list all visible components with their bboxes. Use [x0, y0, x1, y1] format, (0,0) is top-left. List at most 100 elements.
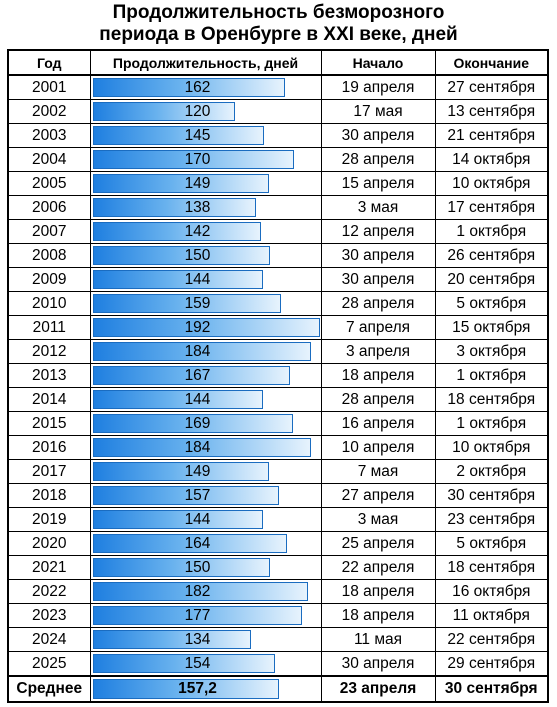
average-end: 30 сентября [434, 675, 549, 703]
end-date-cell: 17 сентября [434, 195, 549, 220]
table-row: 2015 169 16 апреля 1 октября [7, 411, 549, 436]
year-cell: 2018 [7, 483, 91, 508]
table-row: 2006 138 3 мая 17 сентября [7, 195, 549, 220]
table-row: 2023 177 18 апреля 11 октября [7, 603, 549, 628]
title-line-1: Продолжительность безморозного [112, 2, 445, 23]
duration-bar [92, 126, 264, 145]
year-cell: 2009 [7, 267, 91, 292]
end-date-cell: 1 октября [434, 363, 549, 388]
duration-cell: 149 [89, 171, 322, 196]
duration-value: 154 [184, 654, 211, 672]
end-date-cell: 23 сентября [434, 507, 549, 532]
start-date-cell: 30 апреля [320, 243, 436, 268]
header-end: Окончание [434, 49, 549, 76]
duration-value: 159 [184, 294, 211, 312]
duration-cell: 120 [89, 99, 322, 124]
duration-value: 150 [184, 558, 211, 576]
frost-free-table: Год Продолжительность, дней Начало Оконч… [7, 49, 549, 703]
end-date-cell: 1 октября [434, 219, 549, 244]
duration-bar [92, 294, 281, 313]
duration-cell: 142 [89, 219, 322, 244]
duration-bar [92, 150, 294, 169]
start-date-cell: 22 апреля [320, 555, 436, 580]
duration-cell: 182 [89, 579, 322, 604]
duration-bar [92, 246, 270, 265]
table-row: 2024 134 11 мая 22 сентября [7, 627, 549, 652]
end-date-cell: 5 октября [434, 531, 549, 556]
year-cell: 2021 [7, 555, 91, 580]
start-date-cell: 10 апреля [320, 435, 436, 460]
duration-bar [92, 486, 279, 505]
duration-value: 138 [184, 198, 211, 216]
duration-bar [92, 222, 261, 241]
duration-value: 145 [184, 126, 211, 144]
start-date-cell: 15 апреля [320, 171, 436, 196]
year-cell: 2003 [7, 123, 91, 148]
duration-bar [92, 78, 285, 97]
start-date-cell: 19 апреля [320, 74, 436, 100]
duration-cell: 154 [89, 651, 322, 677]
duration-value: 149 [184, 462, 211, 480]
header-start: Начало [320, 49, 436, 76]
duration-cell: 164 [89, 531, 322, 556]
table-row: 2014 144 28 апреля 18 сентября [7, 387, 549, 412]
year-cell: 2023 [7, 603, 91, 628]
duration-value: 164 [184, 534, 211, 552]
duration-value: 134 [184, 630, 211, 648]
table-row: 2016 184 10 апреля 10 октября [7, 435, 549, 460]
year-cell: 2012 [7, 339, 91, 364]
duration-bar [92, 390, 263, 409]
table-row: 2004 170 28 апреля 14 октября [7, 147, 549, 172]
header-duration: Продолжительность, дней [89, 49, 322, 76]
duration-bar [92, 342, 311, 361]
end-date-cell: 22 сентября [434, 627, 549, 652]
duration-bar [92, 582, 308, 601]
start-date-cell: 16 апреля [320, 411, 436, 436]
table-row: 2008 150 30 апреля 26 сентября [7, 243, 549, 268]
start-date-cell: 27 апреля [320, 483, 436, 508]
duration-value: 170 [184, 150, 211, 168]
year-cell: 2015 [7, 411, 91, 436]
end-date-cell: 30 сентября [434, 483, 549, 508]
duration-bar [92, 318, 320, 337]
header-year: Год [7, 49, 91, 76]
table-row: 2009 144 30 апреля 20 сентября [7, 267, 549, 292]
duration-cell: 150 [89, 243, 322, 268]
duration-cell: 167 [89, 363, 322, 388]
year-cell: 2013 [7, 363, 91, 388]
header-row: Год Продолжительность, дней Начало Оконч… [7, 49, 549, 76]
table-row: 2021 150 22 апреля 18 сентября [7, 555, 549, 580]
table-row: 2003 145 30 апреля 21 сентября [7, 123, 549, 148]
duration-value: 144 [184, 390, 211, 408]
end-date-cell: 15 октября [434, 315, 549, 340]
duration-cell: 177 [89, 603, 322, 628]
year-cell: 2017 [7, 459, 91, 484]
chart-title: Продолжительность безморозного периода в… [0, 2, 557, 46]
duration-cell: 192 [89, 315, 322, 340]
duration-value: 169 [184, 414, 211, 432]
start-date-cell: 28 апреля [320, 147, 436, 172]
duration-cell: 169 [89, 411, 322, 436]
duration-bar [92, 198, 256, 217]
end-date-cell: 11 октября [434, 603, 549, 628]
end-date-cell: 1 октября [434, 411, 549, 436]
duration-cell: 150 [89, 555, 322, 580]
duration-bar [92, 654, 275, 673]
duration-bar [92, 510, 263, 529]
end-date-cell: 18 сентября [434, 387, 549, 412]
average-duration-cell: 157,2 [89, 675, 322, 703]
duration-bar [92, 534, 287, 553]
duration-bar [92, 414, 293, 433]
duration-bar [92, 366, 290, 385]
end-date-cell: 10 октября [434, 171, 549, 196]
start-date-cell: 18 апреля [320, 603, 436, 628]
table-row: 2017 149 7 мая 2 октября [7, 459, 549, 484]
duration-bar [92, 174, 269, 193]
duration-cell: 138 [89, 195, 322, 220]
average-label: Среднее [7, 675, 91, 703]
year-cell: 2002 [7, 99, 91, 124]
start-date-cell: 28 апреля [320, 291, 436, 316]
end-date-cell: 18 сентября [434, 555, 549, 580]
duration-value: 184 [184, 342, 211, 360]
start-date-cell: 7 мая [320, 459, 436, 484]
